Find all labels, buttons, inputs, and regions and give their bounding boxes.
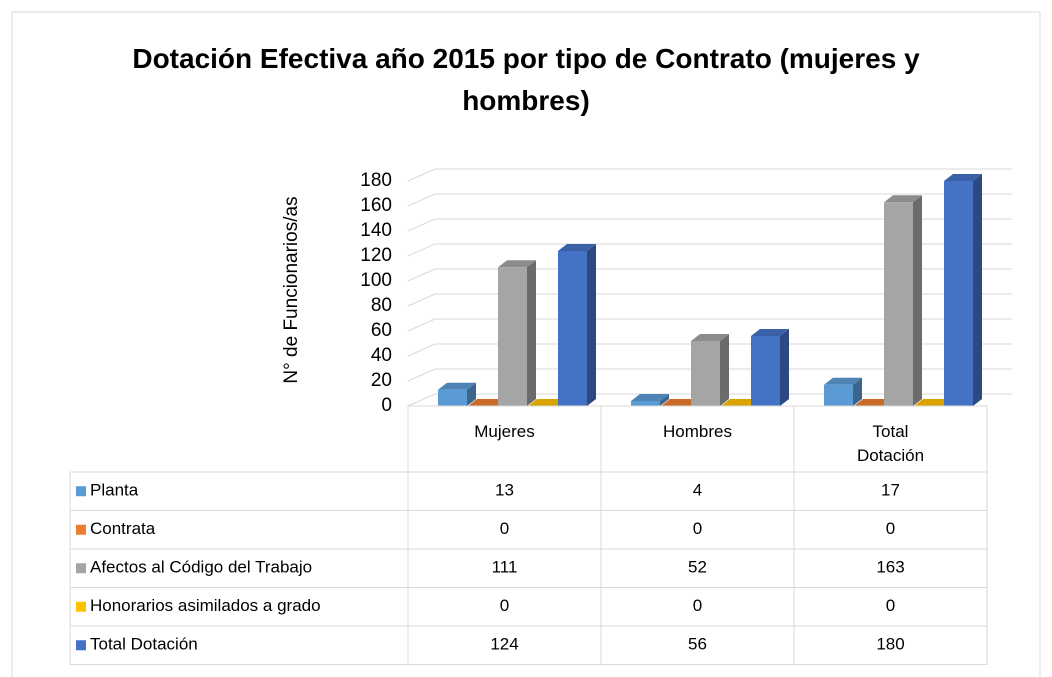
bar: [751, 336, 780, 406]
grid-line: [407, 218, 1012, 232]
bar: [884, 202, 913, 406]
y-tick-label: 80: [371, 295, 392, 316]
legend-label: Planta: [90, 481, 139, 500]
bar-top: [528, 399, 566, 406]
x-tick-label: Total Dotación: [794, 420, 987, 468]
table-value: 0: [886, 519, 895, 538]
bar-side: [853, 377, 862, 406]
bar-side: [720, 334, 729, 406]
y-tick-label: 160: [360, 195, 392, 216]
table-value: 163: [876, 558, 904, 577]
table-value: 13: [495, 481, 514, 500]
bar: [498, 267, 527, 406]
table-value: 0: [500, 596, 509, 615]
bar-top: [721, 399, 759, 406]
bar-top: [944, 174, 982, 181]
y-tick-label: 40: [371, 345, 392, 366]
grid-line: [407, 318, 1012, 332]
bar: [691, 341, 720, 406]
table-value: 180: [876, 635, 904, 654]
grid-line: [407, 243, 1012, 257]
y-tick-label: 0: [381, 395, 392, 416]
grid-line: [407, 268, 1012, 282]
bar: [631, 401, 660, 406]
bar-top: [751, 329, 789, 336]
x-tick-label-text: Mujeres: [474, 422, 535, 441]
x-tick-label: Mujeres: [408, 420, 601, 444]
bar-top: [691, 334, 729, 341]
grid-line: [407, 343, 1012, 357]
bar-top: [631, 394, 669, 401]
bar-top: [854, 399, 892, 406]
y-tick-label: 180: [360, 170, 392, 191]
table-value: 0: [693, 596, 702, 615]
table-value: 0: [693, 519, 702, 538]
y-axis-label: N° de Funcionarios/as: [281, 196, 302, 383]
table-value: 17: [881, 481, 900, 500]
grid-line: [407, 193, 1012, 207]
legend-label: Contrata: [90, 519, 156, 538]
bar-side: [467, 382, 476, 406]
legend-swatch: [76, 486, 86, 497]
x-tick-label-text: Hombres: [663, 422, 732, 441]
x-tick-label-text: Total Dotación: [856, 422, 925, 465]
legend-swatch: [76, 524, 86, 535]
bar-top: [468, 399, 506, 406]
bar-side: [587, 244, 596, 406]
chart-border: [11, 11, 1041, 677]
table-value: 56: [688, 635, 707, 654]
bar-side: [913, 195, 922, 406]
legend-label: Honorarios asimilados a grado: [90, 596, 321, 615]
grid-line: [407, 368, 1012, 382]
chart-title: Dotación Efectiva año 2015 por tipo de C…: [12, 38, 1040, 122]
legend-label: Total Dotación: [90, 635, 198, 654]
y-tick-label: 140: [360, 220, 392, 241]
bar-top: [558, 244, 596, 251]
y-tick-label: 100: [360, 270, 392, 291]
table-value: 124: [490, 635, 518, 654]
bar-side: [527, 260, 536, 406]
bar-top: [661, 399, 699, 406]
bar-side: [780, 329, 789, 406]
bar-top: [438, 382, 476, 390]
table-value: 4: [693, 481, 702, 500]
table-value: 0: [886, 596, 895, 615]
y-tick-label: 120: [360, 245, 392, 266]
bar: [824, 384, 853, 406]
y-tick-label: 60: [371, 320, 392, 341]
table-value: 111: [492, 558, 518, 577]
bar: [438, 389, 467, 406]
bar-top: [884, 195, 922, 203]
grid-line: [407, 168, 1012, 182]
bar-side: [973, 174, 982, 406]
legend-swatch: [76, 563, 86, 574]
bar-top: [914, 399, 952, 406]
bar-side: [660, 394, 669, 406]
y-tick-label: 20: [371, 370, 392, 391]
bar: [558, 251, 587, 406]
legend-swatch: [76, 640, 86, 651]
bar-top: [824, 377, 862, 385]
chart-title-text: Dotación Efectiva año 2015 por tipo de C…: [132, 43, 920, 116]
table-value: 52: [688, 558, 707, 577]
bar-top: [498, 260, 536, 268]
legend-label: Afectos al Código del Trabajo: [90, 558, 312, 577]
x-tick-label: Hombres: [601, 420, 794, 444]
table-value: 0: [500, 519, 509, 538]
bar: [944, 181, 973, 406]
grid-line: [407, 293, 1012, 307]
grid-line: [407, 393, 1012, 407]
legend-swatch: [76, 601, 86, 612]
